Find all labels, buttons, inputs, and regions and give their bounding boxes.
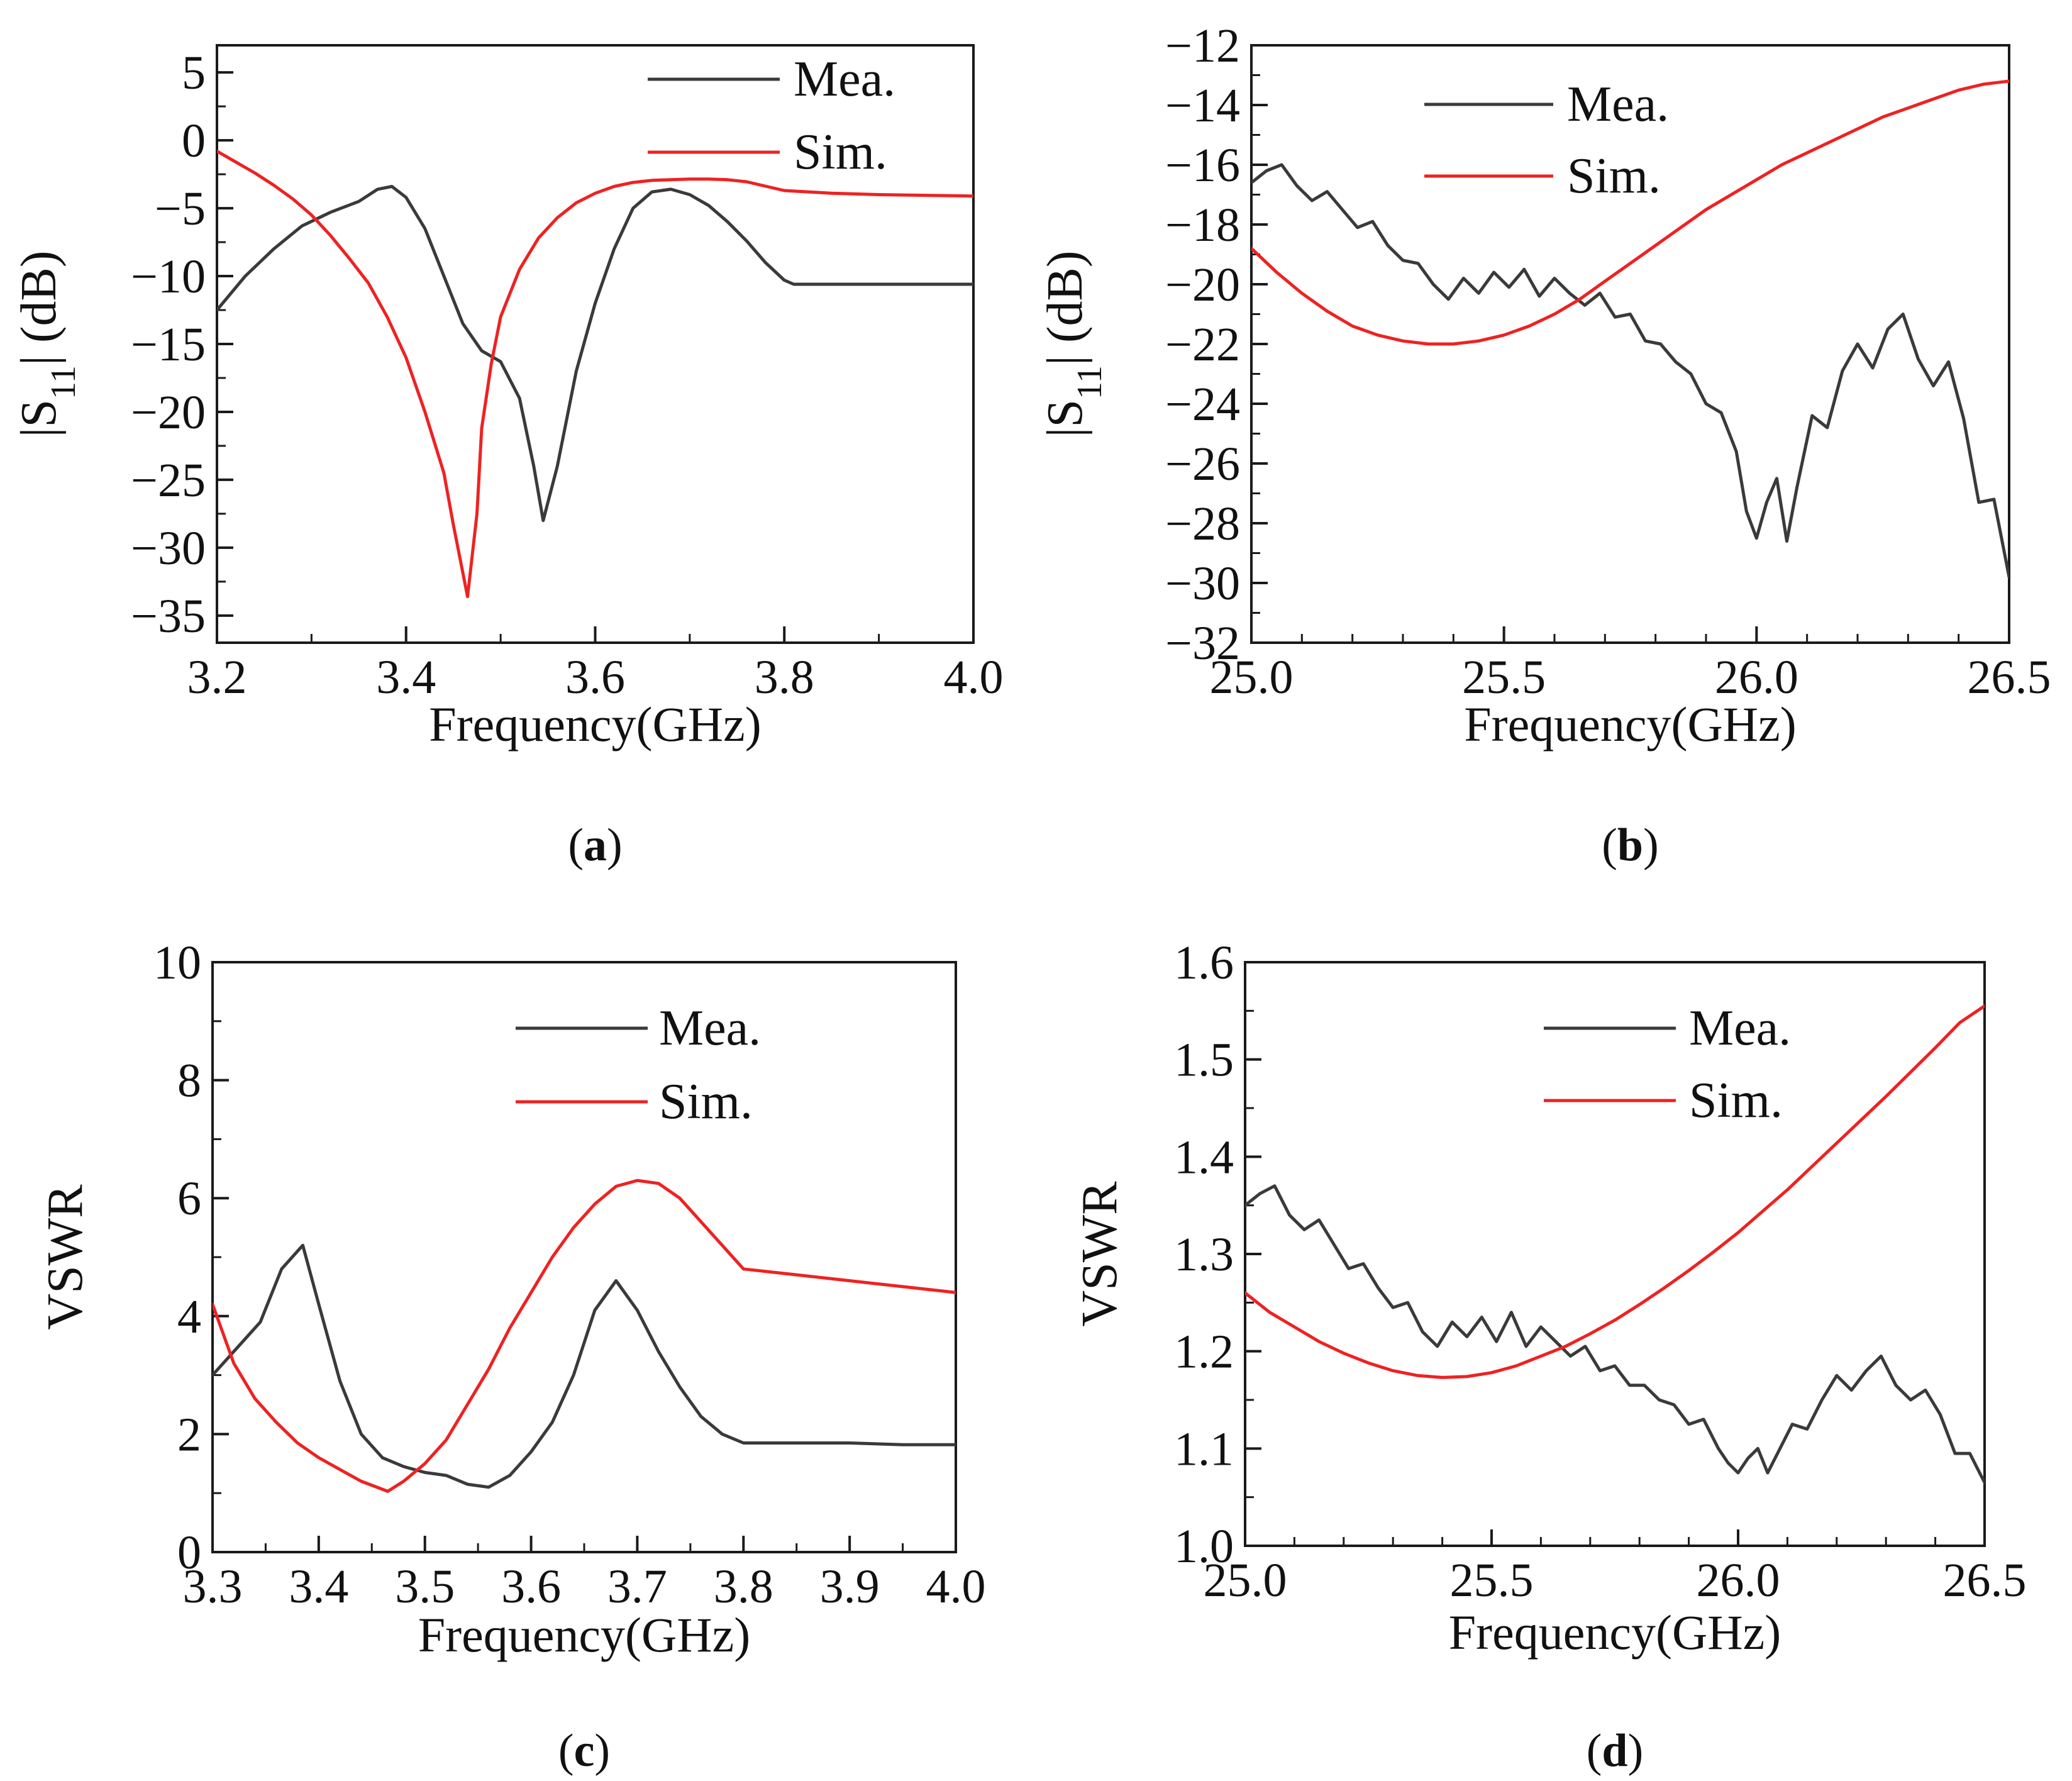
- x-tick-label: 25.5: [1450, 1554, 1534, 1607]
- x-tick-label: 25.0: [1210, 651, 1294, 704]
- panel-label: (d): [1587, 1725, 1643, 1777]
- x-tick-label: 4.0: [926, 1560, 986, 1613]
- y-axis-label: VSWR: [1072, 1181, 1127, 1327]
- x-tick-label: 3.6: [501, 1560, 561, 1613]
- y-tick-label: 0: [177, 1526, 201, 1579]
- x-axis-label: Frequency(GHz): [418, 1607, 750, 1662]
- y-tick-label: 5: [182, 47, 206, 99]
- panels-root: 3.2 3.4 3.6 3.8 4.0 −35 −30 −25 −20 −15 −10 −5 0 5 Mea…: [11, 19, 2051, 1777]
- y-tick-label: −30: [131, 522, 206, 575]
- x-tick-label: 3.7: [607, 1560, 667, 1613]
- y-tick-label: 8: [177, 1055, 201, 1107]
- legend-label: Mea.: [1689, 1001, 1791, 1056]
- y-axis-label: |S11| (dB): [11, 250, 83, 437]
- x-tick-label: 3.2: [187, 651, 247, 704]
- y-tick-label: 2: [177, 1408, 201, 1461]
- legend-label: Mea.: [1567, 77, 1669, 132]
- legend-label: Sim.: [659, 1074, 753, 1129]
- series-group: [1251, 79, 2009, 579]
- y-tick-label: −20: [131, 386, 206, 439]
- chart-panel-4: 25.0 25.5 26.0 26.5 1.0 1.1 1.2 1.3 1.4 1.5 1.6 Mea…: [1072, 936, 2027, 1777]
- x-tick-label: 4.0: [944, 651, 1004, 704]
- y-tick-label: −24: [1165, 378, 1240, 431]
- x-tick-label: 3.5: [395, 1560, 455, 1613]
- x-tick-label: 3.8: [714, 1560, 773, 1613]
- legend-label: Sim.: [1689, 1073, 1783, 1128]
- y-tick-label: −10: [131, 250, 206, 303]
- x-tick-label: 26.5: [1943, 1554, 2027, 1607]
- y-tick-label: −35: [131, 590, 206, 643]
- legend-label: Sim.: [1567, 148, 1661, 204]
- series-line-sim: [213, 1179, 956, 1493]
- y-tick-label: −30: [1165, 557, 1240, 610]
- y-tick-label: 6: [177, 1172, 201, 1225]
- y-tick-label: 1.5: [1174, 1034, 1234, 1087]
- y-tick-label: 1.4: [1174, 1131, 1234, 1184]
- x-axis-label: Frequency(GHz): [1449, 1605, 1781, 1660]
- x-axis-label: Frequency(GHz): [1464, 697, 1796, 752]
- y-tick-label: −26: [1165, 438, 1240, 491]
- y-tick-label: −20: [1165, 258, 1240, 311]
- series-line-mea: [217, 185, 973, 523]
- series-group: [1245, 1004, 1985, 1484]
- y-tick-label: 1.6: [1174, 936, 1234, 989]
- series-line-sim: [1251, 79, 2009, 346]
- x-tick-label: 25.5: [1462, 651, 1546, 704]
- y-tick-label: −5: [155, 182, 206, 235]
- x-tick-label: 25.0: [1204, 1554, 1287, 1607]
- series-group: [217, 149, 973, 599]
- x-tick-label: 3.6: [565, 651, 625, 704]
- y-tick-label: −14: [1165, 79, 1240, 132]
- chart-panel-3: 3.3 3.4 3.5 3.6 3.7 3.8 3.9 4.0 0 2 4 6 8 10 Mea. Sim. F…: [38, 936, 986, 1777]
- y-tick-label: −15: [131, 318, 206, 371]
- chart-panel-2: 25.0 25.5 26.0 26.5 −32 −30 −28 −26 −24 −22 −20 −18…: [1038, 19, 2051, 871]
- x-tick-label: 3.4: [376, 651, 436, 704]
- legend-label: Mea.: [794, 52, 895, 107]
- x-tick-label: 26.0: [1697, 1554, 1780, 1607]
- x-tick-label: 3.8: [755, 651, 814, 704]
- series-line-sim: [1245, 1004, 1985, 1379]
- legend-label: Sim.: [794, 125, 887, 180]
- panel-label: (c): [558, 1725, 610, 1777]
- series-group: [213, 1179, 956, 1493]
- x-tick-label: 26.0: [1715, 651, 1798, 704]
- y-tick-label: 1.3: [1174, 1228, 1234, 1281]
- y-axis-label: VSWR: [38, 1184, 93, 1330]
- x-tick-label: 3.3: [183, 1560, 243, 1613]
- y-tick-label: −32: [1165, 617, 1240, 670]
- x-tick-label: 3.9: [820, 1560, 880, 1613]
- y-tick-label: 1.2: [1174, 1326, 1234, 1379]
- y-tick-label: 1.0: [1174, 1520, 1234, 1573]
- y-tick-label: −22: [1165, 318, 1240, 371]
- series-line-mea: [1245, 1184, 1985, 1484]
- series-line-mea: [1251, 163, 2009, 579]
- y-tick-label: −16: [1165, 139, 1240, 192]
- y-tick-label: −28: [1165, 497, 1240, 550]
- x-tick-label: 3.4: [289, 1560, 348, 1613]
- chart-panel-1: 3.2 3.4 3.6 3.8 4.0 −35 −30 −25 −20 −15 −10 −5 0 5 Mea…: [11, 44, 1004, 871]
- panel-label: (a): [568, 819, 622, 871]
- series-line-mea: [213, 1243, 956, 1489]
- x-axis-label: Frequency(GHz): [429, 697, 761, 752]
- y-tick-label: 4: [177, 1290, 201, 1343]
- series-line-sim: [217, 149, 973, 599]
- y-tick-label: −18: [1165, 199, 1240, 252]
- y-tick-label: 10: [153, 936, 201, 989]
- y-tick-label: 1.1: [1174, 1423, 1234, 1475]
- y-tick-label: 0: [182, 114, 206, 167]
- y-tick-label: −25: [131, 454, 206, 507]
- panel-label: (b): [1602, 819, 1658, 871]
- x-tick-label: 26.5: [1968, 651, 2051, 704]
- y-axis-label: |S11| (dB): [1038, 250, 1109, 437]
- legend-label: Mea.: [659, 1001, 761, 1056]
- y-tick-label: −12: [1165, 19, 1240, 72]
